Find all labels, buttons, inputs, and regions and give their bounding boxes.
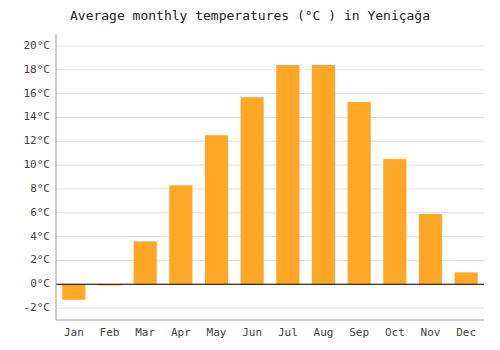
x-tick-label: Sep	[349, 326, 369, 339]
y-tick-label: 2°C	[30, 253, 50, 266]
grid-line	[56, 45, 484, 46]
grid-line	[56, 117, 484, 118]
y-tick-label: 18°C	[24, 63, 51, 76]
bar	[62, 284, 85, 299]
bar	[205, 135, 228, 284]
grid-line	[56, 188, 484, 189]
y-tick-label: 10°C	[24, 158, 51, 171]
grid-line	[56, 284, 484, 285]
bar	[134, 241, 157, 284]
x-tick-label: Oct	[385, 326, 405, 339]
y-tick-label: 20°C	[24, 39, 51, 52]
y-tick-label: 12°C	[24, 134, 51, 147]
x-tick-label: Mar	[135, 326, 155, 339]
bar	[169, 185, 192, 284]
grid-line	[56, 165, 484, 166]
y-tick-label: 14°C	[24, 110, 51, 123]
bar	[241, 97, 264, 284]
chart-container: -2°C 0°C 2°C 4°C 6°C 8°C 10°C 12°C 14°C 16°C 18°C 2…	[0, 0, 500, 350]
grid-line	[56, 69, 484, 70]
bar	[383, 159, 406, 284]
grid-line	[56, 212, 484, 213]
x-tick-label: Jan	[64, 326, 84, 339]
y-axis-line	[56, 34, 57, 320]
y-tick-label: 6°C	[30, 206, 50, 219]
x-tick-label: Feb	[100, 326, 120, 339]
grid-line	[56, 141, 484, 142]
y-tick-label: 0°C	[30, 277, 50, 290]
y-tick-label: 8°C	[30, 182, 50, 195]
bar	[455, 272, 478, 284]
x-tick-label: Jun	[242, 326, 262, 339]
chart-svg: -2°C 0°C 2°C 4°C 6°C 8°C 10°C 12°C 14°C 16°C 18°C 2…	[0, 0, 500, 350]
x-axis-line	[56, 320, 484, 321]
x-tick-label: Nov	[421, 326, 441, 339]
bar	[312, 65, 335, 284]
x-tick-label: Apr	[171, 326, 191, 339]
x-tick-label: May	[207, 326, 227, 339]
y-tick-label: 16°C	[24, 87, 51, 100]
bar	[276, 65, 299, 284]
x-tick-label: Jul	[278, 326, 298, 339]
y-tick-label: -2°C	[24, 301, 51, 314]
x-tick-label: Aug	[314, 326, 334, 339]
bar	[348, 102, 371, 284]
zero-line	[56, 284, 484, 285]
title: Average monthly temperatures (°C ) in Ye…	[70, 8, 430, 23]
grid-line	[56, 308, 484, 309]
grid	[56, 46, 484, 308]
y-tick-label: 4°C	[30, 230, 50, 243]
bars	[62, 65, 478, 300]
bar	[419, 214, 442, 284]
grid-line	[56, 93, 484, 94]
x-tick-label: Dec	[456, 326, 476, 339]
